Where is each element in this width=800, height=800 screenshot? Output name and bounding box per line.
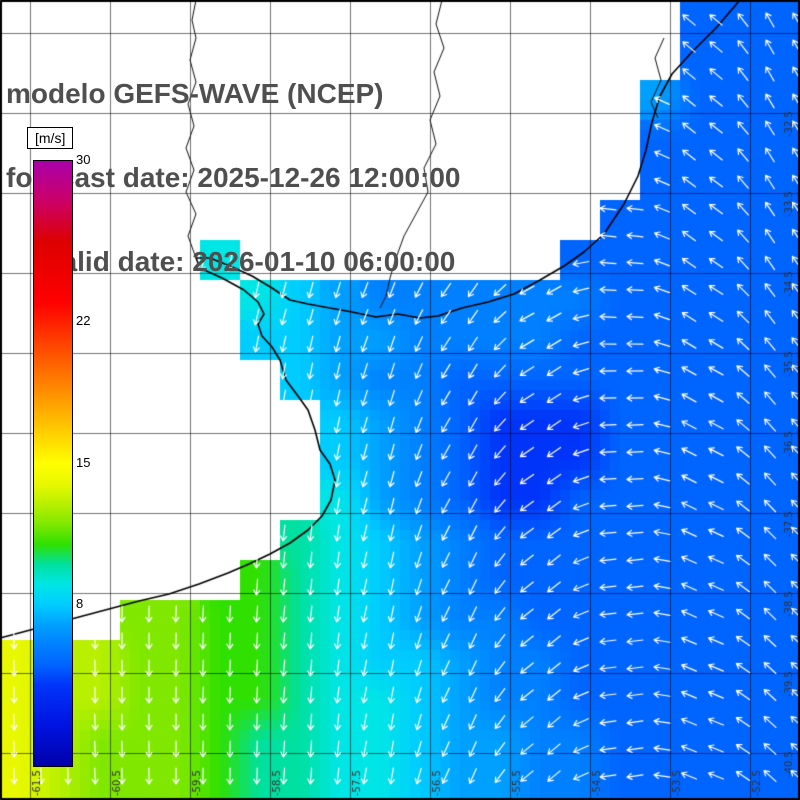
colorbar-tick: 22	[76, 313, 91, 329]
colorbar-units-label: [m/s]	[27, 127, 74, 149]
colorbar	[33, 160, 73, 767]
colorbar-tick: 30	[76, 152, 91, 167]
colorbar-tick: 15	[76, 454, 91, 470]
colorbar-tick: 8	[76, 595, 84, 611]
